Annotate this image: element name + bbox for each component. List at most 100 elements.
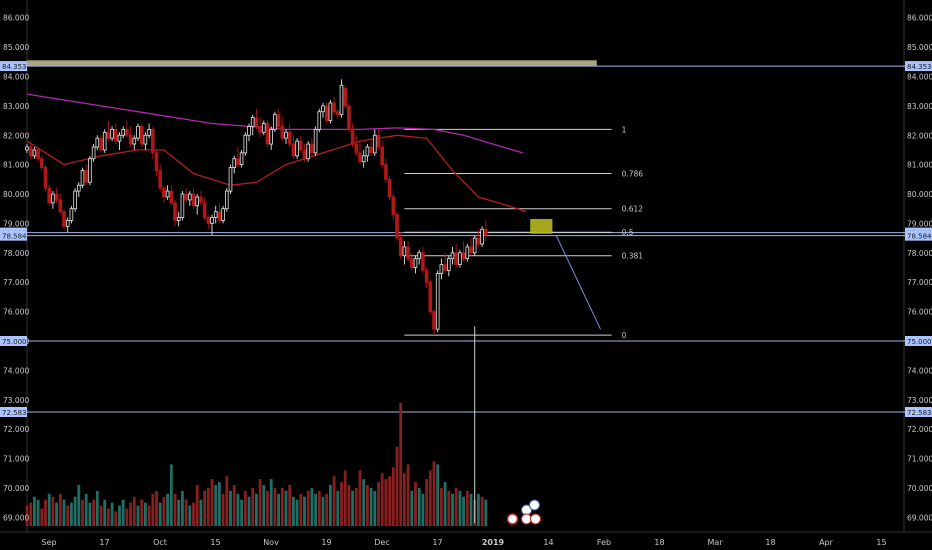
volume-bar [58, 493, 62, 527]
volume-bar [81, 499, 84, 527]
volume-bar [280, 487, 284, 527]
volume-bar [295, 499, 299, 527]
volume-bar [391, 467, 395, 527]
candle-body-bullish [224, 190, 229, 210]
volume-bar [351, 490, 354, 527]
candle-body-bearish [469, 246, 473, 254]
volume-bar [299, 493, 303, 527]
volume-bar [232, 484, 236, 527]
volume-bar [399, 402, 403, 527]
volume-bar [269, 479, 273, 527]
candle-body-bearish [36, 149, 40, 160]
target-entry-box[interactable] [530, 219, 553, 234]
volume-bar [380, 473, 384, 527]
candle-body-bullish [365, 146, 370, 157]
volume-bar [284, 490, 288, 527]
projection-line[interactable] [555, 234, 601, 330]
volume-bar [225, 476, 229, 527]
candle-body-bullish [228, 167, 233, 192]
volume-bar [414, 482, 417, 527]
y-axis-tick-right: 72.000 [907, 425, 932, 434]
candle-body-bullish [273, 114, 277, 130]
volume-bar [325, 493, 329, 527]
candle-body-bullish [91, 146, 96, 160]
candle-body-bearish [343, 87, 347, 107]
y-axis-tick-right: 81.000 [907, 161, 932, 170]
y-axis-tick-left: 69.000 [3, 513, 29, 522]
volume-bar [340, 482, 343, 527]
volume-bar [66, 505, 70, 527]
volume-layer [25, 402, 488, 527]
candle-body-bearish [265, 123, 270, 145]
candle-body-bullish [239, 152, 244, 166]
candle-body-bullish [102, 131, 107, 151]
volume-bar [292, 496, 295, 527]
volume-bar [184, 499, 188, 527]
y-axis-tick-right: 74.000 [907, 366, 932, 375]
candle-body-bearish [258, 126, 262, 133]
y-axis-tick-left: 70.000 [3, 484, 29, 493]
candle-body-bearish [354, 143, 359, 154]
x-axis-label: Oct [153, 538, 167, 547]
price-tag-right-label: 72.583 [907, 409, 932, 417]
candle-body-bearish [158, 170, 163, 189]
volume-bar [366, 484, 369, 527]
candle-body-bearish [432, 311, 436, 330]
fibonacci-layer[interactable]: 1 0.786 0.612 0.5 0.381 0 [404, 125, 643, 340]
candle-body-bullish [413, 258, 418, 268]
volume-bar [480, 496, 484, 527]
event-markers[interactable] [506, 499, 541, 525]
volume-bar [218, 482, 221, 527]
price-tag-left-label: 84.353 [2, 63, 27, 71]
candle-body-bullish [180, 193, 185, 218]
volume-bar [25, 505, 29, 527]
y-axis-tick-right: 78.000 [907, 249, 932, 258]
candle-body-bearish [421, 252, 425, 271]
candle-body-bearish [350, 128, 355, 145]
volume-bar [462, 496, 465, 527]
candle-body-bearish [206, 217, 211, 224]
candle-body-bullish [25, 146, 29, 151]
volume-bar [77, 484, 81, 527]
event-marker-dividend[interactable] [529, 499, 540, 511]
candle-body-bearish [387, 178, 392, 198]
candle-body-bullish [77, 184, 81, 192]
candle-body-bearish [476, 237, 481, 245]
price-tag-right-label: 84.353 [907, 63, 932, 71]
candle-body-bearish [62, 211, 66, 227]
candle-body-bullish [187, 193, 192, 201]
price-tag-right-label: 75.000 [907, 338, 932, 346]
candle-body-bullish [121, 128, 126, 136]
volume-bar [247, 496, 251, 527]
candle-body-bearish [139, 126, 144, 145]
candle-body-bullish [480, 228, 484, 245]
event-marker-news[interactable] [530, 513, 541, 525]
candle-body-bullish [147, 128, 151, 136]
event-marker-alert[interactable] [506, 513, 519, 525]
candle-body-bearish [409, 258, 414, 268]
volume-bar [40, 508, 44, 527]
candle-body-bearish [428, 281, 433, 312]
y-axis-tick-right: 85.000 [907, 43, 932, 52]
candle-body-bearish [483, 228, 488, 236]
candle-body-bullish [250, 117, 255, 127]
x-axis-label: 19 [321, 538, 331, 547]
volume-bar [195, 484, 199, 527]
volume-bar [73, 496, 77, 527]
volume-bar [410, 490, 414, 527]
volume-bar [251, 487, 255, 527]
drawings-layer[interactable] [474, 219, 601, 524]
y-axis-tick-left: 83.000 [3, 102, 29, 111]
volume-bar [99, 505, 103, 527]
volume-bar [395, 446, 399, 527]
price-tag-right [905, 61, 932, 72]
candle-body-bullish [402, 246, 407, 257]
candle-body-bullish [372, 134, 377, 154]
candle-body-bearish [358, 152, 362, 163]
candle-body-bullish [295, 140, 299, 157]
candle-body-bullish [306, 143, 310, 160]
candle-body-bearish [276, 114, 281, 127]
resistance-zone[interactable] [27, 60, 597, 67]
x-axis-label: 18 [765, 538, 775, 547]
